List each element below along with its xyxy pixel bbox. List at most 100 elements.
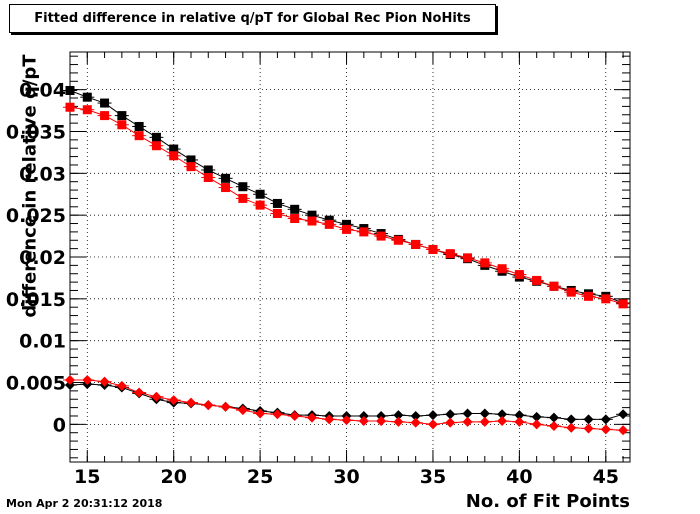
- data-point: [99, 376, 110, 387]
- data-point: [151, 132, 161, 142]
- data-point: [324, 219, 334, 229]
- y-tick-label: 0: [53, 414, 66, 436]
- data-point: [548, 421, 559, 432]
- y-tick-label: 0.01: [19, 331, 66, 353]
- data-point: [532, 275, 542, 285]
- data-point: [462, 408, 473, 419]
- data-point: [427, 410, 438, 421]
- data-point: [618, 409, 629, 420]
- data-point: [134, 387, 145, 398]
- data-point: [306, 412, 317, 423]
- y-tick-label: 0.03: [19, 163, 66, 185]
- data-point: [116, 380, 127, 391]
- data-point: [134, 121, 144, 131]
- data-point: [445, 417, 456, 428]
- data-point: [358, 416, 369, 426]
- data-point: [393, 416, 404, 427]
- data-point: [82, 375, 93, 385]
- data-point: [151, 391, 162, 402]
- data-point: [203, 173, 213, 183]
- data-point: [531, 411, 542, 422]
- data-point: [376, 416, 387, 426]
- y-tick-label: 0.035: [6, 121, 66, 143]
- series-3: [63, 375, 631, 436]
- data-point: [100, 111, 110, 121]
- data-point: [307, 216, 317, 226]
- y-tick-label: 0.025: [6, 205, 66, 227]
- data-point: [255, 408, 266, 419]
- x-tick-label: 40: [506, 466, 532, 488]
- data-point: [169, 151, 179, 161]
- data-point: [600, 414, 611, 425]
- grid: [70, 52, 630, 462]
- data-point: [376, 231, 386, 241]
- data-point: [514, 270, 524, 280]
- data-point: [497, 409, 508, 420]
- y-tick-label: 0.015: [6, 289, 66, 311]
- data-point: [272, 198, 282, 208]
- data-point: [497, 264, 507, 274]
- data-point: [462, 416, 473, 427]
- x-tick-label: 15: [74, 466, 100, 488]
- data-point: [220, 401, 231, 412]
- data-point: [445, 409, 456, 420]
- data-point: [238, 193, 248, 203]
- data-point: [186, 155, 196, 165]
- data-point: [479, 408, 490, 419]
- data-point: [65, 375, 75, 385]
- data-point: [342, 219, 352, 229]
- data-point: [100, 98, 110, 108]
- data-point: [221, 173, 231, 183]
- data-point: [185, 397, 196, 408]
- data-point: [445, 249, 455, 259]
- chart-title-box: Fitted difference in relative q/pT for G…: [9, 4, 496, 33]
- data-point: [427, 419, 438, 430]
- data-point: [272, 208, 282, 218]
- data-point: [186, 162, 196, 172]
- data-point: [497, 416, 508, 426]
- data-point: [428, 244, 438, 254]
- data-point: [82, 105, 92, 115]
- data-point: [393, 410, 404, 421]
- data-point: [65, 380, 75, 391]
- data-point: [358, 410, 369, 421]
- data-point: [65, 85, 75, 95]
- data-point: [134, 131, 144, 141]
- data-point: [359, 227, 369, 237]
- data-point: [393, 235, 403, 245]
- data-point: [290, 204, 300, 214]
- data-point: [514, 416, 525, 427]
- data-point: [583, 414, 594, 425]
- data-point: [324, 414, 335, 425]
- data-point: [341, 415, 352, 426]
- axis-ticks: 15 20 25 30 35 40 45 0 0.005 0.01 0.015 0.02 0.025 0.…: [6, 52, 630, 488]
- data-point: [168, 395, 179, 406]
- data-point: [255, 189, 265, 199]
- data-point: [618, 425, 629, 436]
- data-point: [221, 183, 231, 193]
- data-point: [342, 224, 352, 234]
- data-point: [289, 410, 300, 421]
- series-1: [63, 102, 631, 309]
- data-point: [151, 141, 161, 151]
- data-point: [376, 410, 387, 421]
- data-point: [169, 144, 179, 154]
- data-point: [463, 253, 473, 263]
- data-point: [410, 410, 421, 421]
- data-point: [237, 405, 248, 416]
- data-point: [203, 165, 213, 175]
- data-point: [307, 210, 317, 220]
- data-point: [238, 182, 248, 192]
- x-tick-label: 20: [160, 466, 186, 488]
- data-point: [549, 281, 559, 291]
- x-axis-label: No. of Fit Points: [465, 491, 630, 512]
- data-point: [566, 414, 577, 425]
- x-tick-label: 35: [420, 466, 446, 488]
- data-point: [618, 299, 628, 309]
- timestamp: Mon Apr 2 20:31:12 2018: [6, 497, 163, 510]
- data-point: [255, 200, 265, 210]
- data-point: [600, 424, 611, 435]
- y-tick-label: 0.02: [19, 247, 66, 269]
- y-axis-label: difference in relative q/pT: [19, 54, 41, 318]
